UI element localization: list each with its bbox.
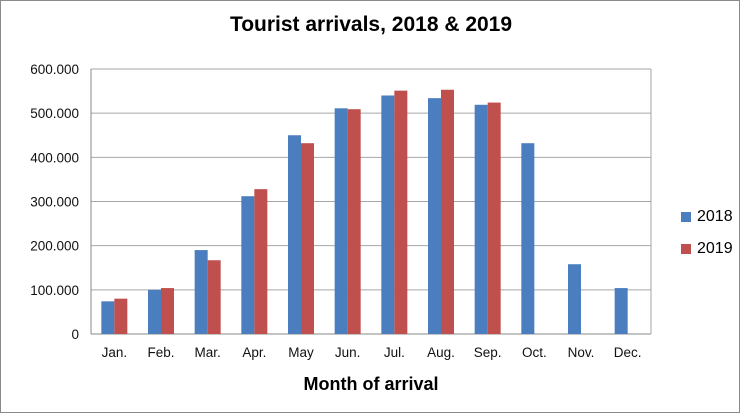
x-tick-label: Nov. bbox=[568, 345, 595, 360]
bar-2018 bbox=[568, 264, 581, 334]
bar-2019 bbox=[114, 298, 128, 334]
bar-2018 bbox=[428, 98, 441, 335]
bar-2018 bbox=[101, 301, 115, 334]
x-tick-label: Feb. bbox=[147, 345, 174, 360]
y-tick-label: 400.000 bbox=[30, 150, 79, 165]
y-tick-label: 200.000 bbox=[30, 239, 79, 254]
bar-2018 bbox=[474, 104, 488, 335]
bar-2018 bbox=[194, 250, 208, 334]
x-tick-label: Mar. bbox=[195, 345, 221, 360]
bar-2018 bbox=[148, 289, 161, 334]
legend-label: 2018 bbox=[697, 208, 733, 225]
bar-2019 bbox=[207, 260, 221, 334]
bar-2018 bbox=[288, 135, 301, 334]
bar-2019 bbox=[301, 143, 314, 334]
x-tick-label: Jun. bbox=[335, 345, 361, 360]
y-tick-label: 600.000 bbox=[30, 62, 79, 77]
legend-swatch bbox=[681, 244, 691, 254]
x-tick-label: Aug. bbox=[427, 345, 455, 360]
x-tick-label: Jul. bbox=[384, 345, 405, 360]
bar-2019 bbox=[161, 288, 174, 334]
bar-2018 bbox=[381, 95, 395, 334]
x-tick-label: May bbox=[288, 345, 314, 360]
bar-2019 bbox=[394, 90, 408, 335]
y-tick-label: 500.000 bbox=[30, 106, 79, 121]
bar-2019 bbox=[487, 102, 501, 334]
x-tick-label: Jan. bbox=[102, 345, 128, 360]
y-tick-label: 100.000 bbox=[30, 283, 79, 298]
bar-2019 bbox=[347, 109, 361, 334]
x-tick-label: Apr. bbox=[242, 345, 266, 360]
x-axis-title: Month of arrival bbox=[303, 374, 439, 394]
x-tick-label: Dec. bbox=[614, 345, 642, 360]
y-tick-label: 300.000 bbox=[30, 195, 79, 210]
x-tick-label: Sep. bbox=[474, 345, 502, 360]
bar-2018 bbox=[521, 143, 535, 334]
y-tick-label: 0 bbox=[71, 327, 79, 342]
bar-2019 bbox=[254, 189, 268, 334]
legend-item: 2018 bbox=[681, 201, 733, 233]
legend-label: 2019 bbox=[697, 240, 733, 257]
bar-2018 bbox=[241, 196, 255, 334]
legend: 2018 2019 bbox=[681, 201, 733, 265]
x-tick-label: Oct. bbox=[522, 345, 547, 360]
legend-item: 2019 bbox=[681, 233, 733, 265]
legend-swatch bbox=[681, 212, 691, 222]
bar-2018 bbox=[614, 288, 628, 334]
bar-2019 bbox=[441, 89, 454, 334]
bar-2018 bbox=[334, 108, 348, 334]
chart-title: Tourist arrivals, 2018 & 2019 bbox=[229, 13, 513, 36]
